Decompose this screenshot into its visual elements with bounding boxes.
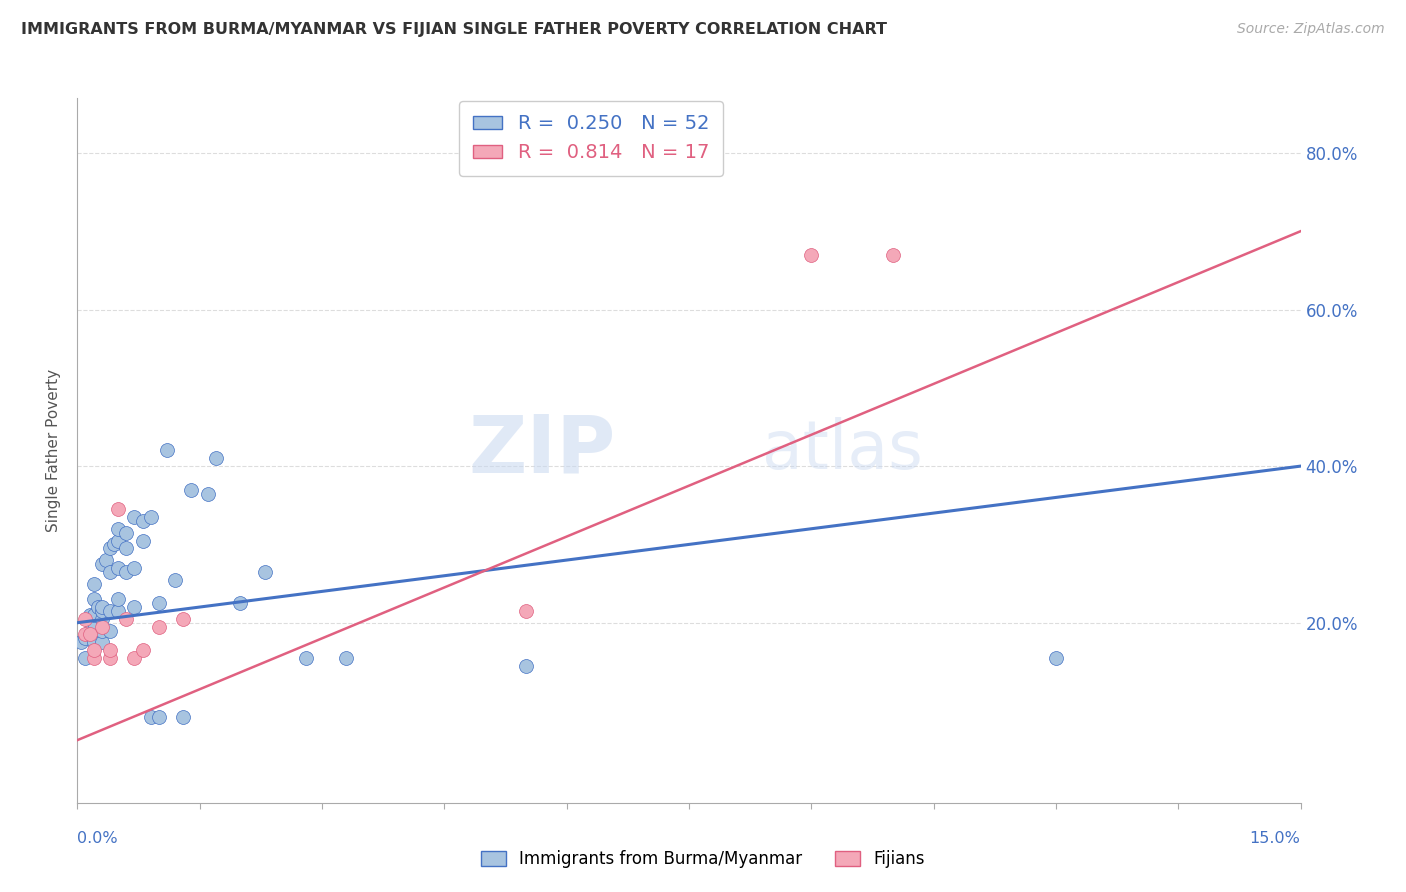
Point: [98, 643, 121, 657]
Point: [90, 619, 112, 633]
Text: ZIP: ZIP: [468, 411, 616, 490]
Point: [205, 451, 228, 466]
Point: [172, 709, 194, 723]
Point: [115, 612, 138, 626]
Point: [75, 632, 97, 646]
Point: [79, 624, 101, 638]
Point: [107, 561, 129, 575]
Point: [148, 709, 170, 723]
Point: [148, 619, 170, 633]
Point: [197, 486, 219, 500]
Point: [148, 596, 170, 610]
Text: Source: ZipAtlas.com: Source: ZipAtlas.com: [1237, 22, 1385, 37]
Point: [83, 635, 105, 649]
Point: [103, 537, 125, 551]
Point: [115, 541, 138, 556]
Point: [156, 443, 179, 458]
Point: [180, 483, 202, 497]
Point: [107, 522, 129, 536]
Point: [90, 612, 112, 626]
Point: [139, 510, 162, 524]
Point: [83, 643, 105, 657]
Point: [83, 592, 105, 607]
Point: [107, 592, 129, 607]
Point: [229, 596, 252, 610]
Point: [90, 635, 112, 649]
Point: [139, 709, 162, 723]
Point: [131, 514, 153, 528]
Point: [70, 635, 93, 649]
Text: 15.0%: 15.0%: [1250, 831, 1301, 847]
Point: [79, 607, 101, 622]
Point: [294, 651, 316, 665]
Point: [131, 643, 153, 657]
Point: [107, 604, 129, 618]
Point: [515, 604, 537, 618]
Point: [75, 612, 97, 626]
Point: [98, 604, 121, 618]
Point: [83, 615, 105, 630]
Point: [515, 658, 537, 673]
Point: [75, 651, 97, 665]
Point: [98, 565, 121, 579]
Point: [124, 510, 146, 524]
Point: [90, 604, 112, 618]
Point: [107, 502, 129, 516]
Point: [124, 600, 146, 615]
Point: [94, 553, 117, 567]
Point: [1045, 651, 1067, 665]
Point: [172, 612, 194, 626]
Point: [882, 248, 904, 262]
Point: [335, 651, 357, 665]
Point: [165, 573, 187, 587]
Point: [83, 576, 105, 591]
Point: [131, 533, 153, 548]
Point: [115, 525, 138, 540]
Point: [98, 651, 121, 665]
Text: 0.0%: 0.0%: [77, 831, 118, 847]
Point: [115, 565, 138, 579]
Text: atlas: atlas: [762, 417, 924, 483]
Point: [124, 651, 146, 665]
Point: [90, 600, 112, 615]
Point: [90, 624, 112, 638]
Point: [79, 627, 101, 641]
Point: [107, 533, 129, 548]
Point: [124, 561, 146, 575]
Point: [87, 600, 110, 615]
Point: [75, 627, 97, 641]
Y-axis label: Single Father Poverty: Single Father Poverty: [46, 369, 62, 532]
Point: [253, 565, 276, 579]
Legend: Immigrants from Burma/Myanmar, Fijians: Immigrants from Burma/Myanmar, Fijians: [474, 844, 932, 875]
Point: [800, 248, 823, 262]
Point: [83, 651, 105, 665]
Point: [83, 607, 105, 622]
Point: [98, 624, 121, 638]
Legend: R =  0.250   N = 52, R =  0.814   N = 17: R = 0.250 N = 52, R = 0.814 N = 17: [460, 101, 723, 176]
Point: [90, 557, 112, 571]
Text: IMMIGRANTS FROM BURMA/MYANMAR VS FIJIAN SINGLE FATHER POVERTY CORRELATION CHART: IMMIGRANTS FROM BURMA/MYANMAR VS FIJIAN …: [21, 22, 887, 37]
Point: [98, 541, 121, 556]
